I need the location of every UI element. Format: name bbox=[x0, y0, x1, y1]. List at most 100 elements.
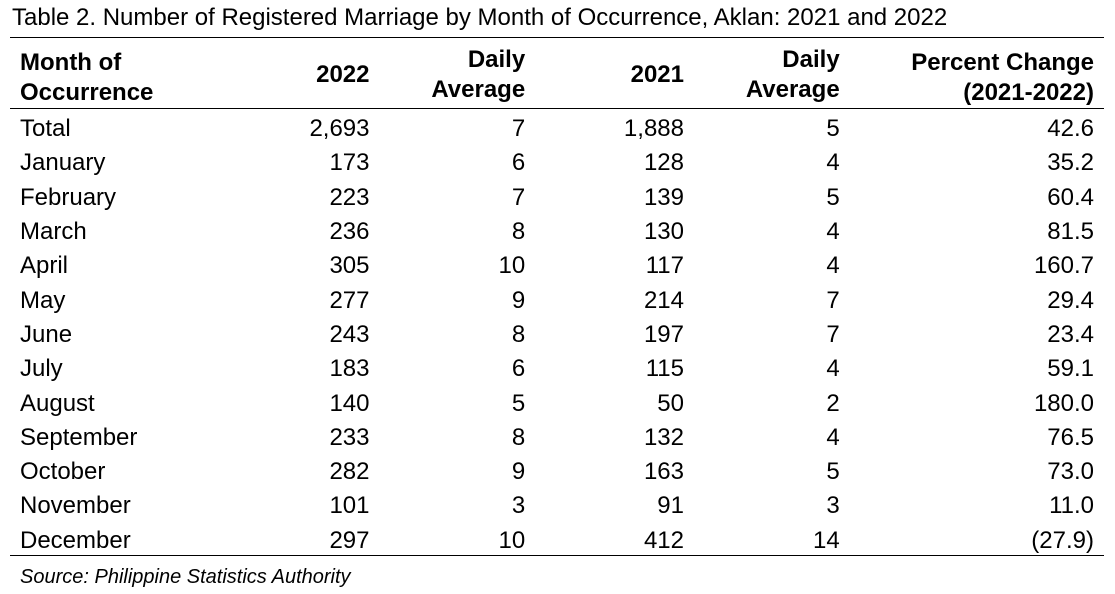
cell-daily-average-2021: 5 bbox=[826, 458, 840, 486]
cell-month: July bbox=[20, 355, 63, 383]
cell-2022: 243 bbox=[329, 320, 370, 348]
source-note: Source: Philippine Statistics Authority bbox=[20, 566, 351, 588]
cell-percent-change: 60.4 bbox=[1047, 183, 1094, 211]
cell-2022: 282 bbox=[329, 458, 370, 486]
cell-percent-change: (27.9) bbox=[1031, 526, 1094, 554]
cell-month: October bbox=[20, 458, 106, 486]
cell-percent-change: 23.4 bbox=[1047, 320, 1094, 348]
cell-2022: 305 bbox=[329, 252, 370, 280]
cell-percent-change: 73.0 bbox=[1047, 458, 1094, 486]
header-daily-average-2021-line2: Average bbox=[745, 76, 840, 103]
table-row: September 233 8 132 4 76.5 bbox=[10, 421, 1104, 455]
cell-2021: 163 bbox=[643, 458, 684, 486]
header-2022: 2022 bbox=[316, 61, 370, 88]
table-row: December 297 10 412 14 (27.9) bbox=[10, 524, 1104, 558]
table-row: February 223 7 139 5 60.4 bbox=[10, 181, 1104, 215]
cell-daily-average-2021: 4 bbox=[826, 149, 840, 177]
header-daily-average-2022-line2: Average bbox=[431, 76, 526, 103]
cell-2021: 50 bbox=[657, 389, 684, 417]
table-row: January 173 6 128 4 35.2 bbox=[10, 146, 1104, 180]
header-month-line2: Occurrence bbox=[20, 79, 154, 106]
cell-percent-change: 11.0 bbox=[1049, 492, 1094, 520]
cell-2021: 132 bbox=[643, 423, 684, 451]
cell-daily-average-2022: 6 bbox=[511, 355, 526, 383]
cell-daily-average-2021: 4 bbox=[826, 355, 840, 383]
cell-2022: 183 bbox=[329, 355, 370, 383]
cell-daily-average-2022: 8 bbox=[511, 320, 526, 348]
cell-daily-average-2022: 10 bbox=[498, 526, 526, 554]
cell-2021: 139 bbox=[643, 183, 684, 211]
cell-daily-average-2021: 4 bbox=[826, 218, 840, 246]
header-2021: 2021 bbox=[630, 61, 684, 88]
header-percent-change: Percent Change (2021-2022) bbox=[850, 40, 1104, 110]
table-row: March 236 8 130 4 81.5 bbox=[10, 215, 1104, 249]
header-month: Month of Occurrence bbox=[10, 40, 212, 110]
cell-daily-average-2021: 5 bbox=[826, 115, 840, 143]
cell-2021: 197 bbox=[643, 320, 684, 348]
cell-month: Total bbox=[20, 115, 71, 143]
cell-percent-change: 160.7 bbox=[1033, 252, 1094, 280]
cell-month: April bbox=[20, 252, 69, 280]
cell-daily-average-2022: 7 bbox=[511, 183, 526, 211]
cell-daily-average-2022: 9 bbox=[511, 458, 526, 486]
cell-percent-change: 59.1 bbox=[1047, 355, 1094, 383]
cell-2022: 277 bbox=[329, 286, 370, 314]
cell-2022: 2,693 bbox=[309, 115, 370, 143]
cell-month: September bbox=[20, 423, 138, 451]
cell-daily-average-2022: 8 bbox=[511, 218, 526, 246]
header-daily-average-2022-line1: Daily bbox=[467, 46, 526, 73]
table-row: October 282 9 163 5 73.0 bbox=[10, 455, 1104, 489]
cell-daily-average-2022: 5 bbox=[511, 389, 526, 417]
table-row: May 277 9 214 7 29.4 bbox=[10, 283, 1104, 317]
table-title: Table 2. Number of Registered Marriage b… bbox=[12, 4, 948, 31]
cell-2021: 128 bbox=[643, 149, 684, 177]
cell-2021: 115 bbox=[645, 355, 684, 383]
cell-daily-average-2021: 4 bbox=[826, 252, 840, 280]
marriage-table: Month of Occurrence 2022 Daily Average 2… bbox=[10, 40, 1104, 558]
header-daily-average-2021-line1: Daily bbox=[782, 46, 840, 73]
cell-daily-average-2021: 5 bbox=[826, 183, 840, 211]
table-row: August 140 5 50 2 180.0 bbox=[10, 386, 1104, 420]
bottom-rule bbox=[10, 555, 1104, 556]
cell-2021: 1,888 bbox=[623, 115, 684, 143]
header-month-line1: Month of bbox=[20, 49, 122, 76]
cell-daily-average-2021: 3 bbox=[826, 492, 840, 520]
cell-month: November bbox=[20, 492, 131, 520]
cell-daily-average-2021: 4 bbox=[826, 423, 840, 451]
table-row: July 183 6 115 4 59.1 bbox=[10, 352, 1104, 386]
cell-daily-average-2022: 10 bbox=[498, 252, 526, 280]
cell-month: December bbox=[20, 526, 131, 554]
cell-daily-average-2022: 6 bbox=[511, 149, 526, 177]
cell-percent-change: 35.2 bbox=[1047, 149, 1094, 177]
cell-daily-average-2021: 14 bbox=[812, 526, 840, 554]
table-row: April 305 10 117 4 160.7 bbox=[10, 249, 1104, 283]
cell-percent-change: 42.6 bbox=[1047, 115, 1094, 143]
header-row: Month of Occurrence 2022 Daily Average 2… bbox=[10, 40, 1104, 110]
cell-2022: 233 bbox=[329, 423, 370, 451]
header-percent-change-line1: Percent Change bbox=[911, 49, 1094, 76]
cell-month: June bbox=[20, 320, 73, 348]
cell-2022: 223 bbox=[329, 183, 370, 211]
cell-2022: 236 bbox=[329, 218, 370, 246]
cell-month: February bbox=[20, 183, 117, 211]
cell-2021: 91 bbox=[657, 492, 684, 520]
cell-2021: 130 bbox=[643, 218, 684, 246]
cell-month: August bbox=[20, 389, 95, 417]
cell-2022: 297 bbox=[329, 526, 370, 554]
cell-2022: 101 bbox=[329, 492, 370, 520]
cell-2021: 214 bbox=[643, 286, 684, 314]
cell-daily-average-2022: 3 bbox=[511, 492, 526, 520]
cell-percent-change: 29.4 bbox=[1047, 286, 1094, 314]
cell-month: January bbox=[20, 149, 106, 177]
cell-daily-average-2021: 7 bbox=[826, 286, 840, 314]
top-rule bbox=[10, 37, 1104, 38]
header-percent-change-line2: (2021-2022) bbox=[963, 79, 1094, 106]
cell-percent-change: 81.5 bbox=[1047, 218, 1094, 246]
cell-daily-average-2021: 2 bbox=[826, 389, 840, 417]
header-daily-average-2021: Daily Average bbox=[694, 40, 850, 110]
table-row-total: Total 2,693 7 1,888 5 42.6 bbox=[10, 110, 1104, 146]
cell-month: March bbox=[20, 218, 87, 246]
cell-2022: 173 bbox=[329, 149, 370, 177]
header-daily-average-2022: Daily Average bbox=[380, 40, 536, 110]
cell-2021: 117 bbox=[645, 252, 684, 280]
